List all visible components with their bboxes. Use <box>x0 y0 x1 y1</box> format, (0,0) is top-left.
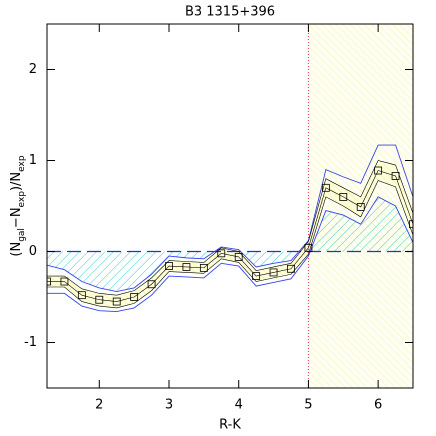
y-label-part: (N <box>9 242 24 257</box>
y-label-subscript: exp <box>17 155 27 172</box>
data-point <box>391 172 400 180</box>
x-tick-label: 6 <box>374 398 382 413</box>
y-label-part: −N <box>9 207 24 228</box>
data-point <box>252 272 261 280</box>
data-point <box>287 264 295 273</box>
data-point <box>182 263 191 271</box>
data-line <box>47 170 413 302</box>
plot-area <box>47 24 413 388</box>
y-tick-label: -1 <box>24 335 37 350</box>
y-tick-label: 1 <box>29 153 37 168</box>
data-point <box>165 262 173 270</box>
hatch-fill <box>47 251 413 292</box>
data-point <box>199 263 208 272</box>
x-tick-label: 3 <box>165 398 173 413</box>
y-label-subscript: gal <box>17 228 27 242</box>
y-tick-label: 2 <box>29 62 37 77</box>
data-point <box>321 183 330 192</box>
data-point <box>130 293 139 301</box>
hatch-fill <box>47 196 413 252</box>
inner-band <box>47 160 413 308</box>
data-point <box>409 220 413 229</box>
data-point <box>217 249 226 258</box>
y-label-part: )/N <box>9 172 24 191</box>
data-point <box>234 253 243 261</box>
data-point <box>339 192 348 201</box>
inner-upper-line <box>47 160 413 296</box>
data-point <box>147 280 156 289</box>
data-point <box>77 291 86 300</box>
x-tick-label: 5 <box>304 398 312 413</box>
data-point <box>60 277 69 286</box>
x-tick-label: 4 <box>235 398 243 413</box>
x-tick-label: 2 <box>95 398 103 413</box>
y-axis-label: (Ngal−Nexp)/Nexp <box>9 155 27 256</box>
inner-lower-line <box>47 180 413 309</box>
chart-title: B3 1315+396 <box>185 5 275 20</box>
lower-bound-line <box>47 196 413 313</box>
data-point <box>95 295 104 304</box>
data-point <box>269 268 278 277</box>
data-point <box>112 297 121 306</box>
data-point <box>304 243 313 252</box>
plot-frame <box>46 23 414 389</box>
data-point <box>374 166 383 175</box>
y-tick-label: 0 <box>29 244 37 259</box>
data-point <box>356 203 365 211</box>
data-point <box>47 277 51 286</box>
x-axis-label: R-K <box>219 418 241 433</box>
upper-bound-line <box>47 144 413 292</box>
y-label-subscript: exp <box>17 191 27 208</box>
